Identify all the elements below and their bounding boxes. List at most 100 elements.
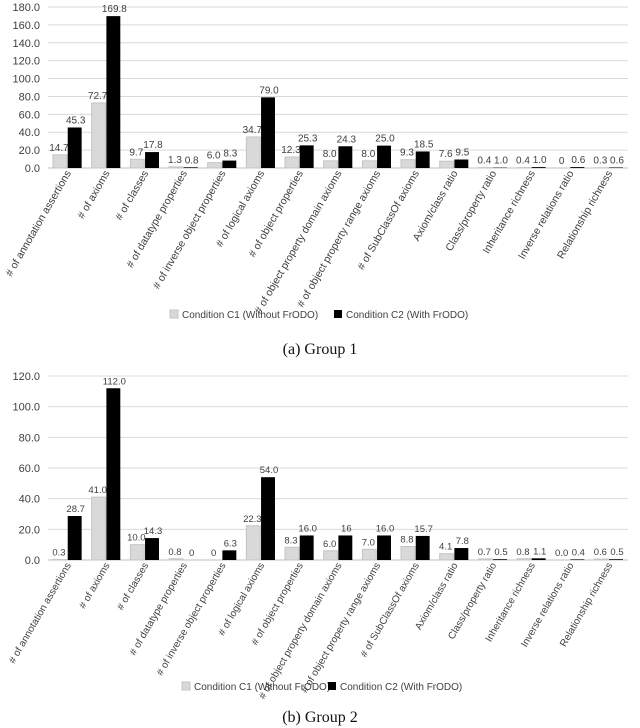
bar	[168, 558, 184, 561]
y-tick-label: 80.0	[19, 91, 40, 103]
data-label: 8.3	[284, 535, 297, 546]
data-label: 15.7	[414, 524, 433, 535]
bar	[516, 558, 532, 561]
bar	[261, 97, 275, 168]
data-label: 8.3	[223, 149, 237, 160]
data-label: 41.0	[88, 485, 107, 496]
data-label: 0.6	[571, 155, 585, 166]
data-label: 28.7	[66, 504, 85, 515]
legend-label: Condition C2 (With FrODO)	[346, 310, 468, 321]
bar	[454, 548, 469, 560]
bar	[323, 160, 339, 169]
bar	[400, 159, 416, 169]
x-tick-label: # of object property range axioms	[300, 561, 384, 695]
data-label: 0.8	[168, 547, 181, 558]
bar	[531, 558, 546, 560]
bar	[129, 158, 145, 169]
legend: Condition C1 (Without FrODO) Condition C2…	[181, 681, 462, 693]
bar	[593, 558, 609, 561]
bar	[129, 544, 145, 561]
data-label: 8.8	[400, 535, 413, 546]
data-label: 24.3	[337, 134, 357, 145]
y-tick-label: 60.0	[19, 463, 40, 475]
x-tick-label: # of axioms	[75, 169, 112, 222]
data-label: 1.0	[533, 155, 547, 166]
y-tick-label: 60.0	[19, 109, 40, 121]
data-label: 0.8	[516, 547, 529, 558]
data-label: 9.3	[400, 148, 414, 159]
figure-caption: (b) Group 2	[282, 709, 358, 726]
chart-panel-1: 0.0 20.0 40.0 60.0 80.0 100.0 120.0 140.0 160.0 1…	[3, 2, 628, 358]
y-tick-label: 160.0	[12, 20, 40, 32]
bar	[222, 550, 237, 560]
data-label: 112.0	[103, 376, 126, 387]
data-label: 0.3	[593, 156, 607, 167]
y-tick-label: 0.0	[25, 163, 40, 175]
data-label: 17.8	[143, 140, 163, 151]
data-label: 0.4	[572, 547, 585, 558]
bar	[145, 538, 159, 560]
bar	[299, 535, 314, 560]
bar	[207, 162, 223, 169]
data-label: 0.5	[610, 547, 623, 558]
x-tick-label: # of annotation assertions	[3, 169, 74, 279]
bar	[493, 559, 507, 560]
bar	[570, 559, 585, 560]
y-tick-label: 20.0	[19, 145, 40, 157]
data-label: 0.5	[494, 547, 507, 558]
data-label: 0.3	[52, 548, 65, 559]
data-label: 34.7	[243, 125, 263, 136]
x-tick-label: Axiom/class ratio	[413, 561, 461, 632]
bar	[52, 154, 68, 169]
data-label: 4.1	[439, 542, 452, 553]
data-label: 6.0	[207, 151, 221, 162]
bar	[67, 127, 82, 168]
bar	[91, 496, 107, 561]
bar	[183, 167, 198, 168]
data-label: 6.0	[323, 539, 336, 550]
data-label: 14.7	[49, 143, 69, 154]
y-tick-label: 40.0	[19, 127, 40, 139]
data-label: 7.8	[456, 536, 469, 547]
x-tick-label: # of inverse object properties	[151, 169, 229, 292]
bar	[91, 102, 107, 169]
data-label: 18.5	[414, 139, 434, 150]
data-label: 12.3	[281, 145, 301, 156]
data-label: 7.6	[439, 149, 453, 160]
data-label: 54.0	[260, 465, 279, 476]
data-label: 72.7	[88, 91, 108, 102]
y-tick-label: 0.0	[25, 555, 40, 567]
bar	[338, 146, 353, 168]
data-label: 8.0	[323, 149, 337, 160]
data-label: 0.4	[477, 156, 491, 167]
legend-label: Condition C1 (Without FrODO)	[194, 682, 330, 693]
bar	[338, 535, 353, 560]
data-label: 45.3	[66, 115, 86, 126]
bar	[261, 477, 275, 560]
data-label: 14.3	[144, 526, 163, 537]
bar	[299, 145, 314, 168]
bar	[361, 160, 377, 169]
data-label: 0	[559, 156, 565, 167]
data-label: 16	[341, 523, 352, 534]
chart-panel-2: 0.0 20.0 40.0 60.0 80.0 100.0 120.0 0.3 28.7 # of…	[7, 371, 628, 726]
bar	[284, 156, 300, 169]
bar	[377, 145, 391, 168]
data-label: 10.0	[127, 533, 146, 544]
bar	[361, 548, 377, 561]
bar	[106, 16, 121, 168]
bar	[570, 167, 585, 168]
data-label: 22.3	[243, 514, 262, 525]
x-tick-label: # of axioms	[78, 561, 113, 611]
bar	[145, 152, 159, 168]
data-label: 16.0	[298, 523, 317, 534]
y-tick-label: 120.0	[12, 56, 40, 68]
bar	[284, 546, 300, 561]
bar	[106, 388, 121, 560]
figure-caption: (a) Group 1	[283, 341, 358, 358]
bar	[245, 525, 261, 561]
data-label: 0	[211, 548, 216, 559]
bar	[168, 166, 184, 169]
data-label: 16.0	[376, 523, 395, 534]
bar	[609, 167, 623, 168]
